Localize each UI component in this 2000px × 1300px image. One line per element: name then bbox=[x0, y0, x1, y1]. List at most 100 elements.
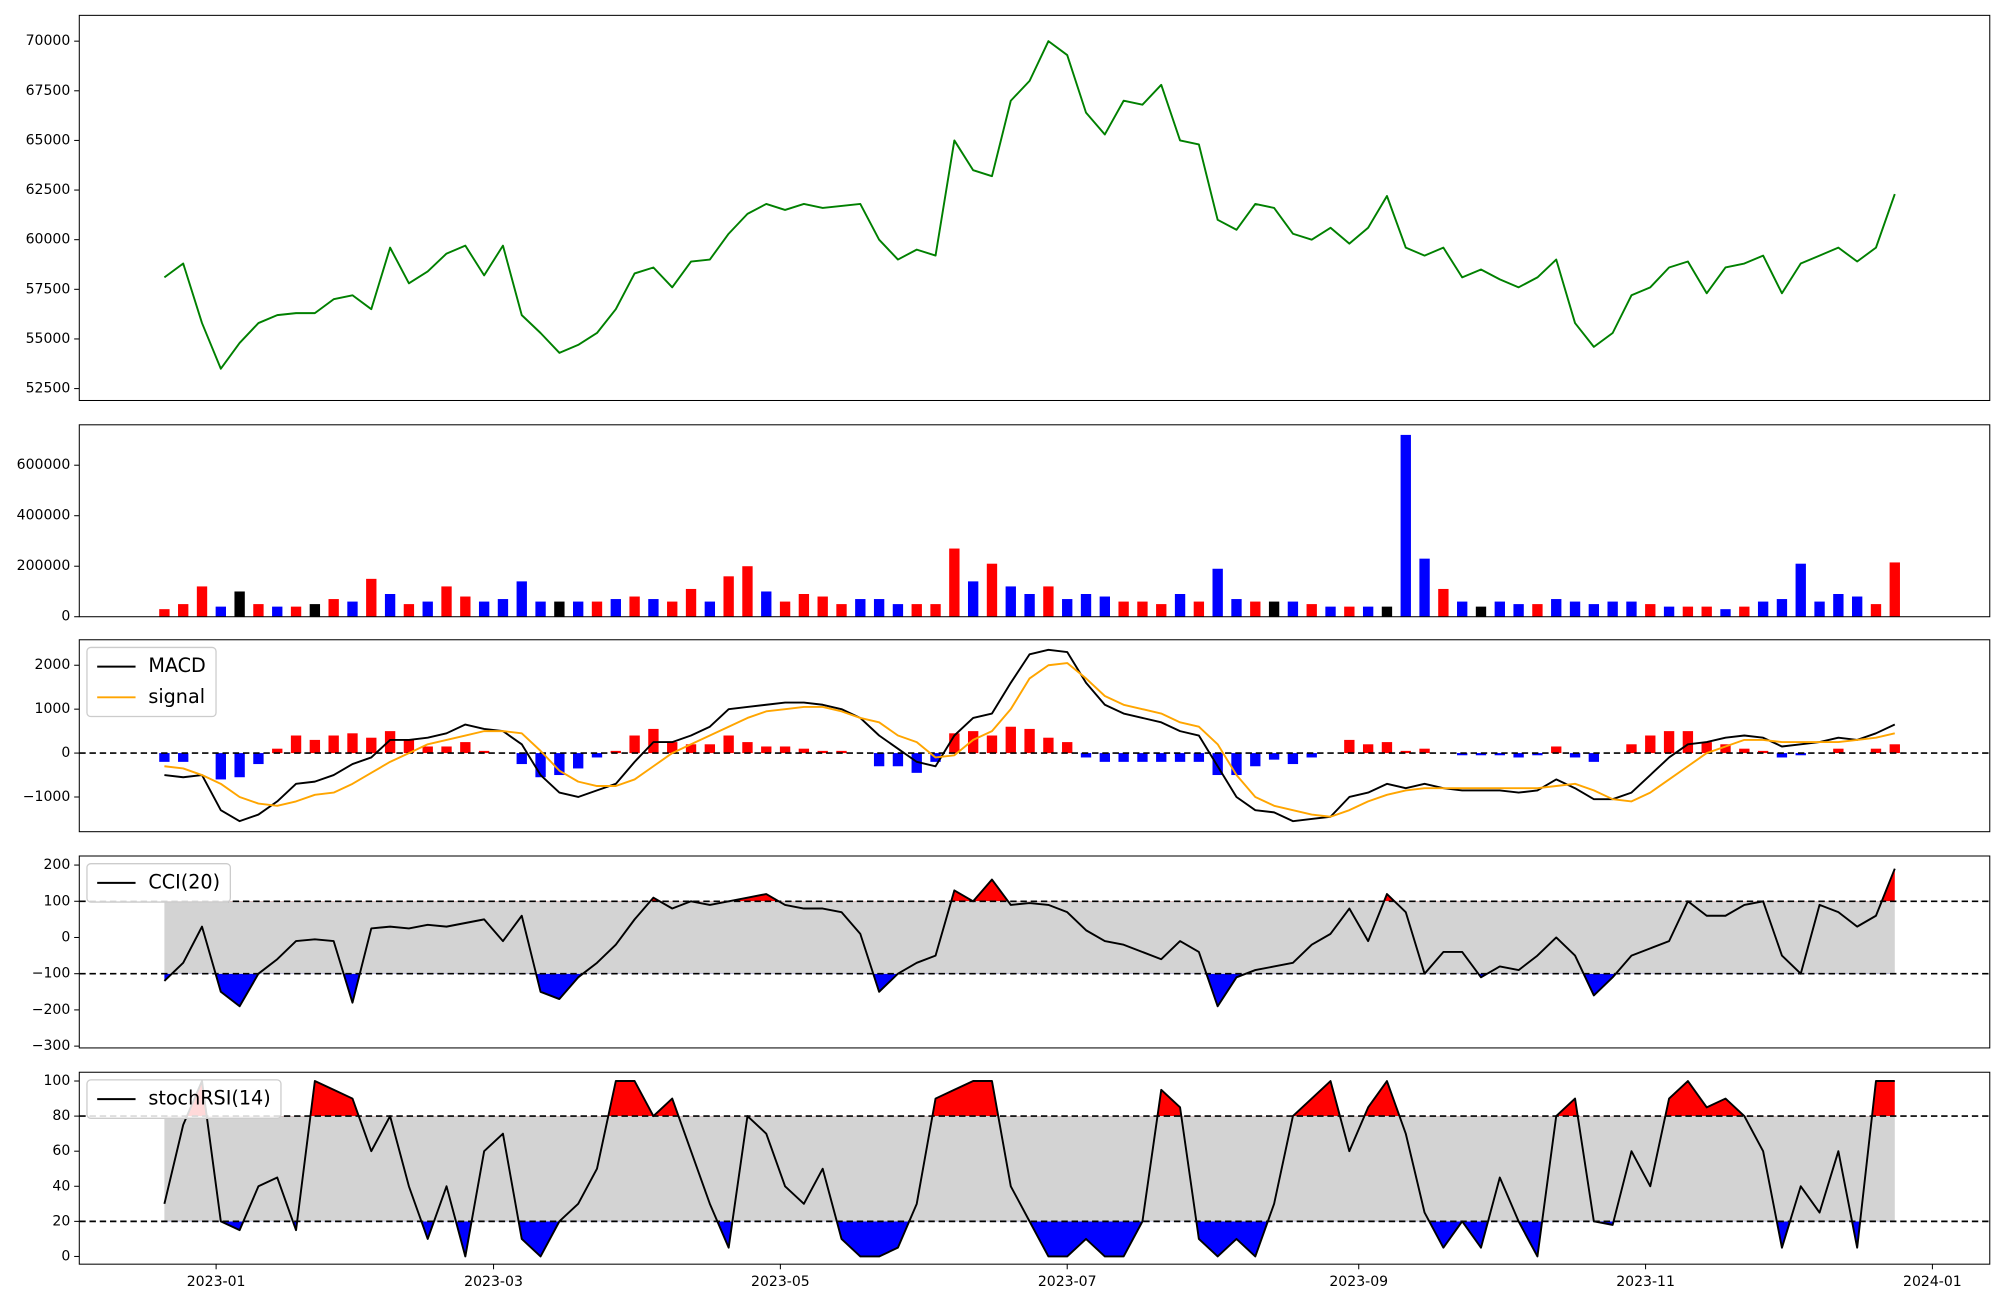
y-tick-label: 60000 bbox=[26, 232, 71, 248]
volume-bar bbox=[817, 596, 828, 617]
volume-bar bbox=[290, 606, 302, 617]
series-line bbox=[163, 40, 1896, 370]
histogram-bar bbox=[704, 744, 716, 754]
histogram-bar bbox=[1250, 753, 1261, 767]
histogram-bar bbox=[1513, 753, 1524, 758]
histogram-bar bbox=[1494, 753, 1505, 756]
volume-bar bbox=[1156, 604, 1167, 617]
y-tick-label: 200000 bbox=[17, 558, 71, 574]
volume-bar bbox=[1438, 588, 1449, 617]
volume-bar bbox=[554, 601, 565, 617]
volume-bar bbox=[215, 606, 226, 617]
histogram-bar bbox=[1174, 753, 1186, 762]
histogram-bar bbox=[986, 735, 998, 754]
volume-bar bbox=[836, 604, 847, 617]
histogram-bar bbox=[629, 735, 640, 754]
histogram-bar bbox=[1287, 753, 1299, 765]
x-tick-label: 2023-01 bbox=[187, 1274, 246, 1290]
histogram-bar bbox=[1118, 753, 1129, 762]
legend-box bbox=[86, 646, 217, 718]
y-tick-label: 400000 bbox=[17, 508, 71, 524]
x-tick-label: 2024-01 bbox=[1903, 1274, 1962, 1290]
histogram-bar bbox=[1306, 753, 1317, 758]
volume-bar bbox=[253, 604, 264, 617]
volume-bar bbox=[1663, 606, 1675, 617]
volume-bar bbox=[1325, 606, 1336, 617]
histogram-bar bbox=[478, 750, 490, 754]
histogram-bar bbox=[591, 753, 603, 758]
legend-label: signal bbox=[148, 685, 205, 708]
histogram-bar bbox=[1212, 753, 1223, 776]
volume-bar bbox=[629, 596, 640, 617]
histogram-bar bbox=[873, 753, 885, 767]
series-line bbox=[164, 648, 1896, 823]
legend-label: stochRSI(14) bbox=[148, 1087, 270, 1110]
histogram-bar bbox=[1457, 753, 1468, 756]
panel-frame bbox=[78, 639, 1991, 833]
volume-bar bbox=[1137, 601, 1148, 617]
volume-bar bbox=[1588, 604, 1600, 617]
histogram-bar bbox=[535, 753, 546, 778]
volume-bar bbox=[178, 604, 189, 617]
series-line bbox=[163, 868, 1896, 1008]
neutral-band bbox=[164, 1116, 1895, 1222]
y-tick-label: 1000 bbox=[35, 701, 71, 717]
histogram-bar bbox=[253, 753, 264, 765]
volume-bar bbox=[911, 604, 922, 617]
histogram-bar bbox=[1682, 731, 1694, 754]
volume-bar bbox=[1381, 606, 1393, 617]
histogram-bar bbox=[1344, 739, 1355, 754]
volume-bar bbox=[1419, 558, 1430, 617]
volume-bar bbox=[1569, 601, 1581, 617]
volume-bar bbox=[1212, 568, 1223, 617]
histogram-bar bbox=[1663, 731, 1675, 754]
volume-bar bbox=[930, 604, 941, 617]
x-tick-label: 2023-07 bbox=[1038, 1274, 1097, 1290]
histogram-bar bbox=[1193, 753, 1205, 762]
histogram-bar bbox=[1532, 753, 1543, 756]
volume-bar bbox=[1306, 604, 1317, 617]
volume-bar bbox=[685, 588, 697, 617]
y-tick-label: −300 bbox=[32, 1038, 71, 1054]
neutral-band bbox=[164, 901, 1895, 974]
volume-bar bbox=[366, 578, 377, 617]
legend: stochRSI(14) bbox=[86, 1079, 282, 1119]
y-tick-label: −1000 bbox=[23, 789, 71, 805]
volume-bar bbox=[779, 601, 791, 617]
volume-bar bbox=[986, 563, 998, 617]
legend: MACD signal bbox=[86, 646, 217, 718]
volume-bar bbox=[704, 601, 716, 617]
volume-bar bbox=[1739, 606, 1750, 617]
panel-frame bbox=[78, 424, 1991, 618]
volume-bar bbox=[648, 599, 659, 617]
histogram-bar bbox=[1645, 735, 1656, 754]
volume-bar bbox=[1532, 604, 1543, 617]
histogram-bar bbox=[384, 731, 396, 754]
histogram-bar bbox=[1833, 748, 1844, 754]
volume-bar bbox=[1174, 594, 1186, 617]
y-tick-label: 40 bbox=[52, 1178, 70, 1194]
volume-bar bbox=[403, 604, 415, 617]
y-tick-label: 0 bbox=[61, 1248, 70, 1264]
histogram-bar bbox=[1475, 753, 1487, 756]
volume-bar bbox=[1814, 601, 1825, 617]
volume-bar bbox=[1457, 601, 1468, 617]
histogram-bar bbox=[1156, 753, 1167, 762]
volume-bar bbox=[1118, 601, 1129, 617]
histogram-bar bbox=[272, 748, 283, 754]
volume-bar bbox=[497, 599, 509, 617]
volume-bar bbox=[1776, 599, 1788, 617]
volume-bar bbox=[1268, 601, 1280, 617]
volume-bar bbox=[1720, 609, 1731, 617]
histogram-bar bbox=[1551, 746, 1562, 754]
histogram-bar bbox=[1889, 744, 1900, 754]
volume-bar bbox=[1250, 601, 1261, 617]
histogram-bar bbox=[1231, 753, 1242, 776]
histogram-bar bbox=[573, 753, 584, 769]
volume-bar bbox=[573, 601, 584, 617]
volume-bar bbox=[1043, 586, 1054, 617]
volume-bar bbox=[234, 591, 245, 617]
series-line bbox=[164, 662, 1896, 818]
volume-bar bbox=[798, 594, 810, 617]
